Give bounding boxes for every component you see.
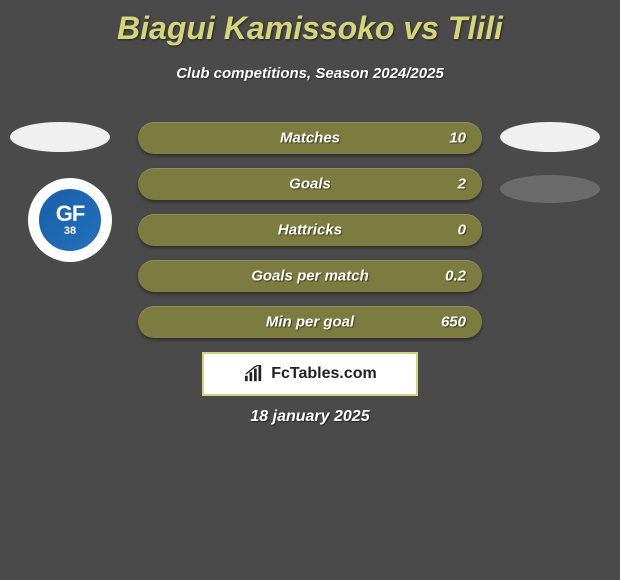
stat-label: Hattricks xyxy=(138,222,482,239)
stat-value: 10 xyxy=(449,130,466,147)
stat-label: Goals per match xyxy=(138,268,482,285)
brand-text: FcTables.com xyxy=(271,365,377,383)
stat-label: Min per goal xyxy=(138,314,482,331)
stat-row: Hattricks 0 xyxy=(138,214,482,246)
stat-label: Goals xyxy=(138,176,482,193)
club-badge-text-bottom: 38 xyxy=(64,226,76,237)
page-title: Biagui Kamissoko vs Tlili xyxy=(0,0,620,47)
stat-value: 650 xyxy=(441,314,466,331)
stat-value: 0 xyxy=(458,222,466,239)
stat-value: 2 xyxy=(458,176,466,193)
brand-box[interactable]: FcTables.com xyxy=(202,352,418,396)
player-left-avatar xyxy=(10,122,110,152)
player-right-club-avatar xyxy=(500,175,600,203)
club-badge-text-top: GF xyxy=(56,203,85,225)
club-badge-inner: GF 38 xyxy=(36,186,104,254)
subtitle: Club competitions, Season 2024/2025 xyxy=(0,65,620,82)
date-text: 18 january 2025 xyxy=(0,408,620,426)
stat-label: Matches xyxy=(138,130,482,147)
chart-icon xyxy=(243,365,265,383)
stats-container: Matches 10 Goals 2 Hattricks 0 Goals per… xyxy=(138,122,482,352)
player-left-club-badge: GF 38 xyxy=(28,178,112,262)
stat-row: Matches 10 xyxy=(138,122,482,154)
stat-value: 0.2 xyxy=(445,268,466,285)
stat-row: Goals per match 0.2 xyxy=(138,260,482,292)
stat-row: Min per goal 650 xyxy=(138,306,482,338)
player-right-avatar xyxy=(500,122,600,152)
stat-row: Goals 2 xyxy=(138,168,482,200)
